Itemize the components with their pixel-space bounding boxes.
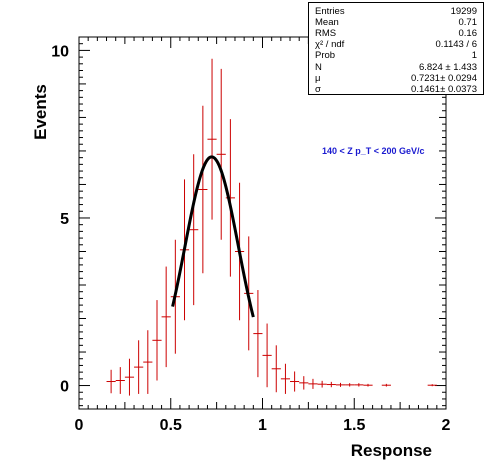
stats-key: μ: [315, 73, 321, 84]
stats-value: 19299: [450, 6, 477, 17]
tick-labels: 0 0.5 1 1.5 2 0 5 10: [51, 43, 450, 434]
stats-row: σ 0.1461± 0.0373: [315, 84, 477, 95]
data-point: [207, 58, 217, 220]
x-tick-label: 1.5: [343, 417, 365, 434]
data-point: [427, 384, 437, 387]
stats-value: 0.1143 / 6: [435, 39, 477, 50]
stats-box: Entries 19299 Mean 0.71 RMS 0.16 χ² / ndf 0.114…: [308, 2, 484, 95]
axis-ticks: [78, 36, 447, 409]
stats-row: RMS 0.16: [315, 28, 477, 39]
stats-row: χ² / ndf 0.1143 / 6: [315, 39, 477, 50]
y-tick-label: 10: [51, 43, 69, 60]
stats-row: μ 0.7231± 0.0294: [315, 73, 477, 84]
x-tick-label: 2: [442, 417, 451, 434]
data-point: [161, 266, 171, 368]
stats-value: 6.824 ± 1.433: [418, 62, 477, 73]
stats-row: Mean 0.71: [315, 17, 477, 28]
stats-key: Prob: [315, 50, 336, 61]
data-point: [253, 290, 263, 378]
data-point: [280, 363, 291, 394]
stats-row: Prob 1: [315, 50, 477, 61]
data-point: [106, 369, 116, 394]
data-point: [143, 330, 153, 394]
annotation-text: 140 < Z p_T < 200 GeV/c: [322, 146, 425, 156]
data-point: [262, 323, 272, 388]
data-point: [115, 367, 125, 394]
data-point: [216, 68, 226, 240]
data-point: [326, 381, 336, 388]
data-point: [363, 383, 373, 387]
data-point: [152, 300, 162, 381]
y-tick-label: 5: [60, 211, 69, 228]
fit-layer: [171, 155, 255, 318]
data-point: [271, 345, 281, 393]
x-tick-label: 0.5: [160, 417, 182, 434]
y-axis-title: Events: [31, 84, 50, 140]
stats-value: 0.7231± 0.0294: [411, 73, 477, 84]
stats-value: 0.1461± 0.0373: [411, 84, 477, 95]
data-point: [290, 371, 300, 392]
x-axis-title: Response: [351, 441, 432, 460]
stats-key: Entries: [315, 6, 345, 17]
stats-value: 0.16: [458, 28, 478, 39]
data-point: [189, 154, 199, 306]
stats-row: Entries 19299: [315, 6, 477, 17]
stats-key: σ: [315, 84, 321, 95]
data-point: [381, 383, 391, 387]
data-point: [317, 380, 327, 388]
data-point: [198, 105, 208, 274]
stats-row: N 6.824 ± 1.433: [315, 62, 477, 73]
data-point: [345, 383, 355, 387]
data-layer: [106, 58, 437, 396]
fit-curve: [171, 155, 255, 318]
stats-key: χ² / ndf: [315, 39, 345, 50]
data-point: [124, 358, 135, 396]
data-point: [354, 383, 364, 387]
stats-key: N: [315, 62, 322, 73]
data-point: [134, 340, 144, 394]
data-point: [299, 376, 309, 390]
y-tick-label: 0: [60, 379, 69, 396]
stats-value: 0.71: [458, 17, 478, 28]
kinematic-annotation: 140 < Z p_T < 200 GeV/c: [322, 146, 425, 156]
x-tick-label: 1: [258, 417, 267, 434]
stats-key: Mean: [315, 17, 339, 28]
data-point: [335, 382, 346, 387]
data-point: [308, 378, 318, 389]
stats-key: RMS: [315, 28, 337, 39]
stats-value: 1: [471, 50, 477, 61]
x-tick-label: 0: [75, 417, 84, 434]
